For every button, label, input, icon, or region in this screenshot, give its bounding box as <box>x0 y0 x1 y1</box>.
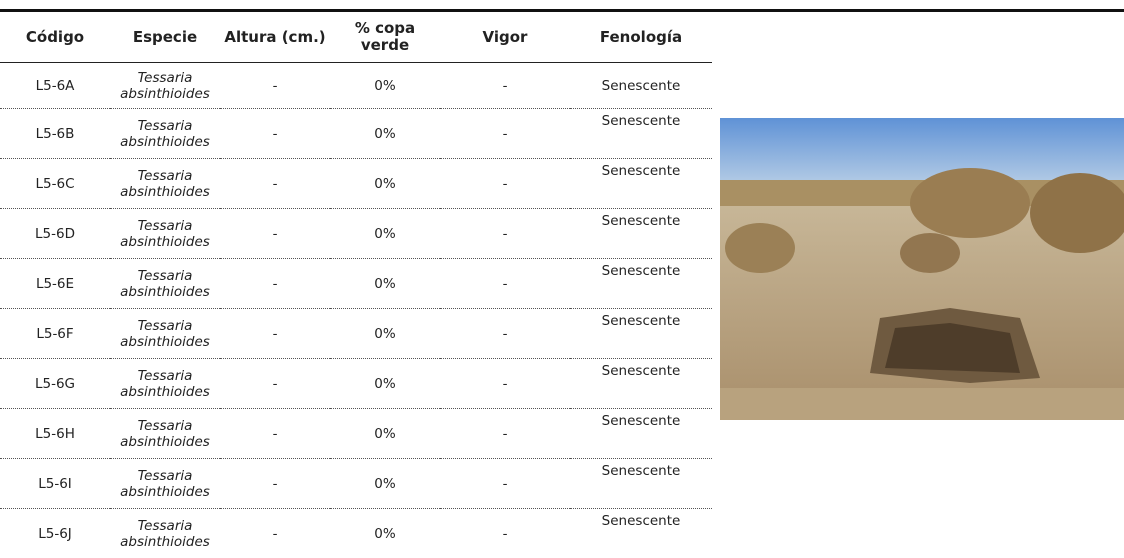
phenology-cell: Senescente <box>570 259 712 309</box>
vigor-cell: - <box>440 159 570 209</box>
vigor-cell: - <box>440 509 570 558</box>
height-cell: - <box>220 109 330 159</box>
phenology-cell: Senescente <box>570 509 712 558</box>
height-cell: - <box>220 209 330 259</box>
phenology-cell: Senescente <box>570 309 712 359</box>
green-canopy-cell: 0% <box>330 509 440 558</box>
column-header: % copa verde <box>330 12 440 63</box>
height-cell: - <box>220 63 330 109</box>
green-canopy-cell: 0% <box>330 359 440 409</box>
column-header: Vigor <box>440 12 570 63</box>
column-header: Altura (cm.) <box>220 12 330 63</box>
species-cell: Tessaria absinthioides <box>110 309 220 359</box>
code-cell: L5-6G <box>0 359 110 409</box>
green-canopy-cell: 0% <box>330 159 440 209</box>
vigor-cell: - <box>440 459 570 509</box>
height-cell: - <box>220 359 330 409</box>
phenology-cell: Senescente <box>570 109 712 159</box>
vigor-cell: - <box>440 63 570 109</box>
phenology-cell: Senescente <box>570 63 712 109</box>
height-cell: - <box>220 159 330 209</box>
green-canopy-cell: 0% <box>330 409 440 459</box>
column-header: Fenología <box>570 12 712 63</box>
vigor-cell: - <box>440 359 570 409</box>
height-cell: - <box>220 409 330 459</box>
species-cell: Tessaria absinthioides <box>110 159 220 209</box>
vigor-cell: - <box>440 109 570 159</box>
code-cell: L5-6D <box>0 209 110 259</box>
vigor-cell: - <box>440 209 570 259</box>
green-canopy-cell: 0% <box>330 259 440 309</box>
vigor-cell: - <box>440 309 570 359</box>
vigor-cell: - <box>440 409 570 459</box>
green-canopy-cell: 0% <box>330 109 440 159</box>
height-cell: - <box>220 259 330 309</box>
green-canopy-cell: 0% <box>330 209 440 259</box>
site-photo <box>720 118 1124 420</box>
phenology-cell: Senescente <box>570 459 712 509</box>
vigor-cell: - <box>440 259 570 309</box>
height-cell: - <box>220 309 330 359</box>
code-cell: L5-6J <box>0 509 110 558</box>
code-cell: L5-6H <box>0 409 110 459</box>
code-cell: L5-6C <box>0 159 110 209</box>
phenology-cell: Senescente <box>570 209 712 259</box>
phenology-cell: Senescente <box>570 159 712 209</box>
green-canopy-cell: 0% <box>330 459 440 509</box>
phenology-cell: Senescente <box>570 359 712 409</box>
species-cell: Tessaria absinthioides <box>110 359 220 409</box>
code-cell: L5-6B <box>0 109 110 159</box>
height-cell: - <box>220 509 330 558</box>
column-header: Especie <box>110 12 220 63</box>
code-cell: L5-6I <box>0 459 110 509</box>
code-cell: L5-6A <box>0 63 110 109</box>
species-cell: Tessaria absinthioides <box>110 63 220 109</box>
height-cell: - <box>220 459 330 509</box>
green-canopy-cell: 0% <box>330 309 440 359</box>
species-cell: Tessaria absinthioides <box>110 409 220 459</box>
green-canopy-cell: 0% <box>330 63 440 109</box>
species-cell: Tessaria absinthioides <box>110 109 220 159</box>
species-cell: Tessaria absinthioides <box>110 509 220 558</box>
code-cell: L5-6E <box>0 259 110 309</box>
column-header: Código <box>0 12 110 63</box>
phenology-cell: Senescente <box>570 409 712 459</box>
code-cell: L5-6F <box>0 309 110 359</box>
species-cell: Tessaria absinthioides <box>110 459 220 509</box>
species-cell: Tessaria absinthioides <box>110 209 220 259</box>
species-cell: Tessaria absinthioides <box>110 259 220 309</box>
